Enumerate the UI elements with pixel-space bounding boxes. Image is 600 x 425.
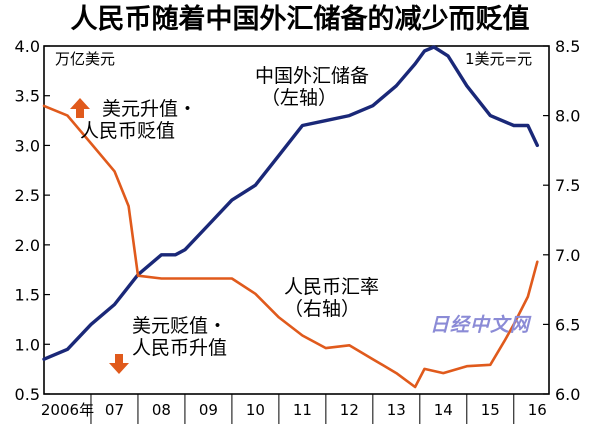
- x-tick-label: 2006年: [41, 401, 94, 419]
- arrow-down-icon: [109, 354, 129, 374]
- left-tick-label: 1.0: [15, 335, 40, 354]
- left-tick-label: 0.5: [15, 385, 40, 404]
- series-label-rmb-rate: 人民币汇率 （右轴）: [284, 276, 379, 320]
- left-tick-label: 2.5: [15, 186, 40, 205]
- series-name-rmb-rate: 人民币汇率: [284, 276, 380, 298]
- series-axis-note-reserves: （左轴）: [261, 87, 338, 109]
- annotation-usd-down-line2: 人民币升值: [132, 337, 228, 359]
- x-tick-label: 09: [199, 401, 218, 419]
- x-tick-label: 10: [246, 401, 265, 419]
- x-axis-tick-labels: 2006年 07 08 09 10 11 12 13 14 15 16: [41, 401, 547, 419]
- annotation-usd-down: 美元贬值・ 人民币升值: [132, 315, 227, 359]
- watermark-logo: 日经中文网: [430, 314, 531, 336]
- x-tick-label: 16: [528, 401, 547, 419]
- right-tick-label: 6.5: [555, 315, 580, 334]
- right-tick-label: 7.5: [555, 176, 580, 195]
- annotation-usd-up-line2: 人民币贬值: [80, 120, 176, 142]
- left-axis-ticks: 0.5 1.0 1.5 2.0 2.5 3.0 3.5 4.0: [15, 37, 50, 404]
- right-axis-unit: 1美元=元: [465, 50, 533, 68]
- arrow-up-icon: [70, 98, 90, 118]
- x-tick-label: 08: [152, 401, 171, 419]
- left-tick-label: 2.0: [15, 236, 40, 255]
- x-tick-label: 07: [105, 401, 124, 419]
- left-axis-unit: 万亿美元: [55, 50, 116, 68]
- right-tick-label: 7.0: [555, 246, 580, 265]
- x-tick-label: 13: [387, 401, 406, 419]
- x-tick-label: 12: [340, 401, 359, 419]
- x-tick-label: 14: [434, 401, 453, 419]
- left-tick-label: 4.0: [15, 37, 40, 56]
- series-axis-note-rmb-rate: （右轴）: [284, 298, 361, 320]
- plot-frame: [43, 45, 550, 395]
- series-name-reserves: 中国外汇储备: [255, 65, 370, 87]
- left-tick-label: 3.0: [15, 136, 40, 155]
- annotation-arrows: [70, 98, 129, 374]
- annotation-usd-up: 美元升值・ 人民币贬值: [80, 98, 198, 142]
- annotation-usd-up-line1: 美元升值・: [102, 98, 198, 120]
- right-tick-label: 8.0: [555, 107, 580, 126]
- chart-title: 人民币随着中国外汇储备的减少而贬值: [70, 4, 530, 35]
- right-axis-ticks: 6.0 6.5 7.0 7.5 8.0 8.5: [543, 37, 580, 404]
- left-tick-label: 3.5: [15, 87, 40, 106]
- rmb-rate-line: [42, 104, 539, 389]
- x-tick-label: 11: [293, 401, 312, 419]
- x-year-dividers: [90, 394, 515, 424]
- reserves-line: [42, 45, 539, 361]
- right-tick-label: 6.0: [555, 385, 580, 404]
- right-tick-label: 8.5: [555, 37, 580, 56]
- left-tick-label: 1.5: [15, 286, 40, 305]
- x-tick-label: 15: [481, 401, 500, 419]
- series-lines: [42, 45, 539, 389]
- annotation-usd-down-line1: 美元贬值・: [132, 315, 228, 337]
- series-label-reserves: 中国外汇储备 （左轴）: [255, 65, 369, 109]
